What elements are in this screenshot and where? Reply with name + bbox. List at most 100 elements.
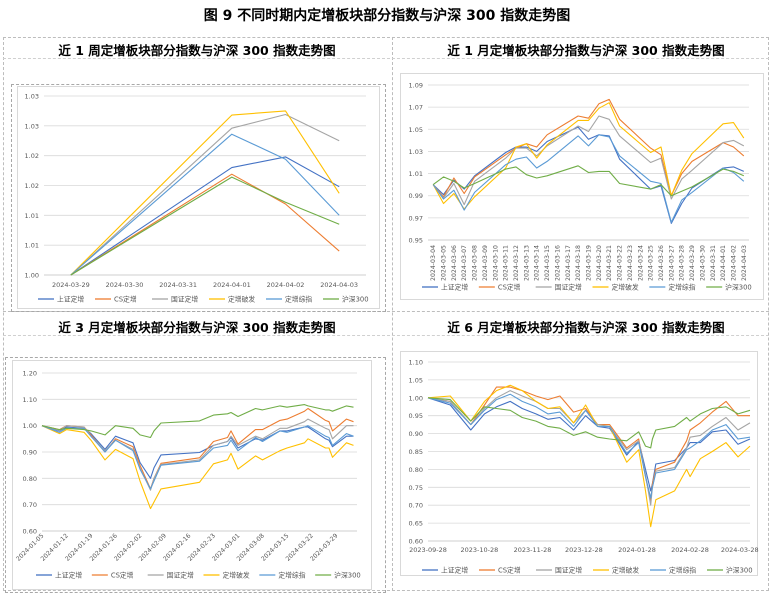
x-tick-label: 2023-12-28 <box>565 546 603 554</box>
y-tick-label: 0.95 <box>409 412 423 420</box>
legend-label: 定增综指 <box>285 295 312 304</box>
x-tick-label: 2024-03-27 <box>668 245 675 281</box>
x-tick-label: 2024-03-24 <box>637 245 644 281</box>
legend-item: 上证定增 <box>422 283 468 292</box>
y-tick-label: 1.03 <box>409 148 423 156</box>
y-tick-label: 0.90 <box>409 430 423 438</box>
series-line-国证定增 <box>427 390 751 506</box>
legend-item: CS定增 <box>95 295 137 304</box>
x-tick-label: 2024-03-31 <box>159 281 197 289</box>
series-line-定增综指 <box>427 393 751 499</box>
legend-item: 定增综指 <box>649 283 696 292</box>
legend-item: 定增破发 <box>593 566 639 575</box>
series-line-CS定增 <box>70 173 340 276</box>
legend-label: 定增破发 <box>228 295 255 304</box>
chart-3m: 0.60 0.70 0.80 0.90 1.00 1.10 1.20 2024-01-05 20… <box>12 360 372 590</box>
series-line-定增破发 <box>41 425 354 510</box>
legend-item: 定增破发 <box>592 283 639 292</box>
y-tick-label: 0.60 <box>409 538 423 546</box>
legend-label: 定增破发 <box>612 566 639 575</box>
x-tick-label: 2024-02-28 <box>671 546 709 554</box>
y-tick-label: 1.10 <box>23 396 37 404</box>
y-tick-label: 0.80 <box>23 475 37 483</box>
legend-item: 上证定增 <box>422 566 468 575</box>
legend-item: 上证定增 <box>38 295 84 304</box>
legend-label: 沪深300 <box>726 566 753 575</box>
figure-title: 图 9 不同时期内定增板块部分指数与沪深 300 指数走势图 <box>203 8 571 24</box>
series-line-定增综指 <box>41 425 354 490</box>
y-tick-label: 0.60 <box>23 528 37 536</box>
x-tick-label: 2024-03-29 <box>689 245 696 281</box>
series-line-国证定增 <box>432 115 745 206</box>
legend-label: 国证定增 <box>555 566 582 575</box>
y-tick-label: 1.02 <box>25 182 39 190</box>
legend-label: CS定增 <box>111 571 134 580</box>
x-tick-label: 2024-03-23 <box>627 245 634 281</box>
x-tick-label: 2024-04-01 <box>720 245 727 281</box>
x-tick-label: 2024-04-01 <box>213 281 251 289</box>
x-tick-label: 2024-03-14 <box>534 245 541 281</box>
panel-title-3m: 近 3 月定增板块部分指数与沪深 300 指数走势图 <box>58 320 336 335</box>
legend-label: 上证定增 <box>441 283 468 292</box>
legend-label: CS定增 <box>498 566 521 575</box>
y-tick-label: 0.99 <box>409 192 423 200</box>
x-tick-label: 2024-03-28 <box>679 245 686 281</box>
series-line-上证定增 <box>427 397 751 492</box>
x-tick-label: 2024-03-29 <box>52 281 90 289</box>
series-line-沪深300 <box>427 397 751 449</box>
y-tick-label: 0.70 <box>23 501 37 509</box>
legend-label: 上证定增 <box>441 566 468 575</box>
x-tick-label: 2024-03-21 <box>606 245 613 281</box>
x-tick-label: 2024-04-02 <box>730 245 737 281</box>
y-tick-label: 1.07 <box>409 104 423 112</box>
y-tick-label: 1.02 <box>25 152 39 160</box>
legend-item: CS定增 <box>478 283 521 292</box>
y-tick-label: 1.01 <box>409 170 423 178</box>
legend-item: 定增破发 <box>209 295 255 304</box>
y-tick-label: 1.00 <box>409 394 423 402</box>
series-line-沪深300 <box>432 165 745 197</box>
x-tick-label: 2023-11-28 <box>514 546 552 554</box>
header-divider <box>3 335 769 336</box>
legend-label: 定增综指 <box>278 571 305 580</box>
chart-frame-1w <box>11 84 386 312</box>
x-tick-label: 2024-03-26 <box>658 245 665 281</box>
x-tick-label: 2024-04-02 <box>267 281 305 289</box>
x-tick-label: 2024-03-25 <box>648 245 655 281</box>
x-tick-label: 2024-03-12 <box>513 245 520 281</box>
x-tick-label: 2024-03-04 <box>430 245 437 281</box>
x-tick-label: 2024-03-13 <box>523 245 530 281</box>
x-tick-label: 2024-03-07 <box>461 245 468 281</box>
y-tick-label: 0.95 <box>409 237 423 245</box>
series-line-定增综指 <box>432 134 745 223</box>
series-line-CS定增 <box>427 386 750 503</box>
x-tick-label: 2024-03-16 <box>554 245 561 281</box>
column-divider <box>392 37 393 591</box>
y-tick-label: 0.70 <box>409 502 423 510</box>
legend-label: 上证定增 <box>57 295 84 304</box>
series-line-沪深300 <box>41 404 354 439</box>
legend-item: CS定增 <box>91 571 134 580</box>
x-tick-label: 2024-03-08 <box>472 245 479 281</box>
legend-label: 国证定增 <box>555 283 582 292</box>
y-tick-label: 1.01 <box>25 212 39 220</box>
series-line-定增破发 <box>70 110 340 276</box>
x-tick-label: 2024-03-30 <box>106 281 144 289</box>
legend-label: CS定增 <box>114 295 137 304</box>
legend-label: 沪深300 <box>725 283 752 292</box>
y-tick-label: 1.05 <box>409 376 423 384</box>
legend-item: 定增综指 <box>259 571 306 580</box>
y-tick-label: 0.85 <box>409 448 423 456</box>
legend-item: 国证定增 <box>152 295 198 304</box>
legend-label: 定增破发 <box>612 283 639 292</box>
y-tick-label: 0.97 <box>409 214 423 222</box>
series-line-国证定增 <box>41 418 354 491</box>
series-line-定增综指 <box>70 133 340 276</box>
x-tick-label: 2024-03-20 <box>596 245 603 281</box>
legend-item: 上证定增 <box>36 571 82 580</box>
x-tick-label: 2024-03-22 <box>617 245 624 281</box>
legend-item: 沪深300 <box>323 295 369 304</box>
header-divider <box>3 58 769 59</box>
legend-item: 沪深300 <box>315 571 361 580</box>
y-tick-label: 1.00 <box>23 422 37 430</box>
